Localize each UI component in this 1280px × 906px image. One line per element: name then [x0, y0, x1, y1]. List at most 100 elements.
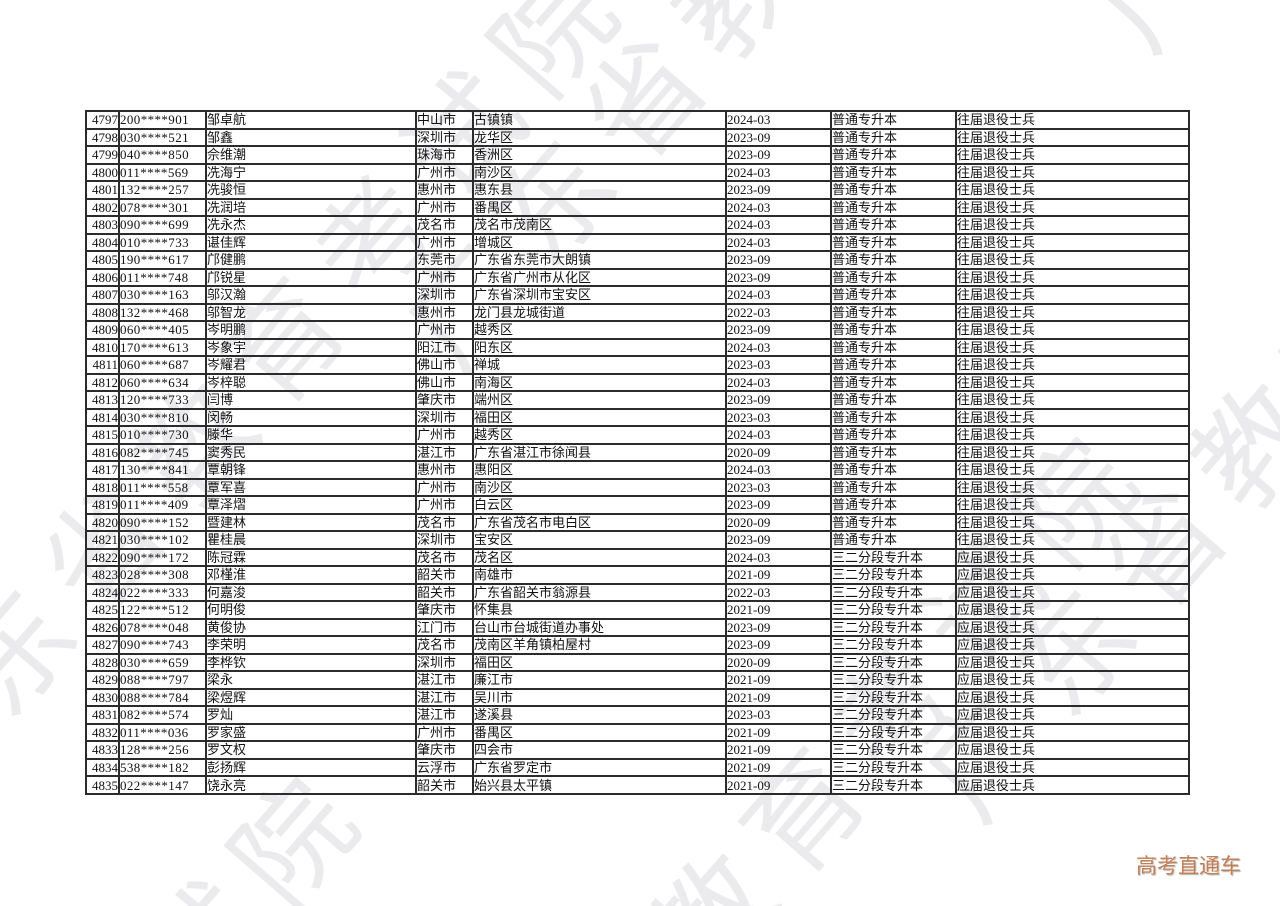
- cell-city: 惠州市: [415, 180, 474, 200]
- cell-enlist-date: 2023-03: [725, 477, 832, 497]
- table-row: 4807 030****163 邬汉瀚 深圳市 广东省深圳市宝安区 2024-03 普通专升…: [85, 285, 1190, 305]
- cell-veteran-type: 往届退役士兵: [955, 442, 1190, 462]
- cell-name: 罗文权: [205, 740, 417, 760]
- cell-veteran-type: 应届退役士兵: [955, 547, 1190, 567]
- cell-city: 惠州市: [415, 460, 474, 480]
- cell-program-type: 三二分段专升本: [830, 617, 957, 637]
- cell-veteran-type: 往届退役士兵: [955, 302, 1190, 322]
- cell-city: 韶关市: [415, 775, 474, 795]
- cell-row-number: 4807: [85, 285, 120, 305]
- cell-exam-id: 030****659: [118, 652, 207, 672]
- cell-name: 邓槿淮: [205, 565, 417, 585]
- cell-row-number: 4829: [85, 670, 120, 690]
- cell-city: 韶关市: [415, 565, 474, 585]
- cell-enlist-date: 2023-09: [725, 530, 832, 550]
- cell-row-number: 4819: [85, 495, 120, 515]
- cell-row-number: 4818: [85, 477, 120, 497]
- cell-veteran-type: 往届退役士兵: [955, 267, 1190, 287]
- cell-program-type: 三二分段专升本: [830, 705, 957, 725]
- table-row: 4833 128****256 罗文权 肇庆市 四会市 2021-09 三二分段专升本 应届退…: [85, 740, 1190, 760]
- cell-enlist-date: 2024-03: [725, 547, 832, 567]
- cell-city: 肇庆市: [415, 600, 474, 620]
- cell-veteran-type: 往届退役士兵: [955, 232, 1190, 252]
- table-row: 4825 122****512 何明俊 肇庆市 怀集县 2021-09 三二分段专升本 应届退…: [85, 600, 1190, 620]
- table-row: 4803 090****699 冼永杰 茂名市 茂名市茂南区 2024-03 普通专升本 往届…: [85, 215, 1190, 235]
- cell-exam-id: 088****797: [118, 670, 207, 690]
- table-row: 4828 030****659 李桦钦 深圳市 福田区 2020-09 三二分段专升本 应届退…: [85, 652, 1190, 672]
- table-row: 4798 030****521 邹鑫 深圳市 龙华区 2023-09 普通专升本 往届退役士兵: [85, 127, 1190, 147]
- cell-district: 茂名区: [472, 547, 727, 567]
- cell-veteran-type: 应届退役士兵: [955, 600, 1190, 620]
- cell-city: 广州市: [415, 495, 474, 515]
- cell-program-type: 三二分段专升本: [830, 600, 957, 620]
- cell-exam-id: 030****521: [118, 127, 207, 147]
- cell-program-type: 普通专升本: [830, 267, 957, 287]
- cell-program-type: 普通专升本: [830, 110, 957, 130]
- table-row: 4809 060****405 岑明鹏 广州市 越秀区 2023-09 普通专升本 往届退役士…: [85, 320, 1190, 340]
- cell-exam-id: 122****512: [118, 600, 207, 620]
- cell-enlist-date: 2024-03: [725, 232, 832, 252]
- cell-row-number: 4815: [85, 425, 120, 445]
- cell-program-type: 三二分段专升本: [830, 582, 957, 602]
- cell-district: 阳东区: [472, 337, 727, 357]
- cell-name: 瞿桂晨: [205, 530, 417, 550]
- cell-district: 南海区: [472, 372, 727, 392]
- cell-enlist-date: 2024-03: [725, 162, 832, 182]
- cell-city: 茂名市: [415, 512, 474, 532]
- cell-exam-id: 011****569: [118, 162, 207, 182]
- cell-enlist-date: 2021-09: [725, 600, 832, 620]
- cell-city: 肇庆市: [415, 740, 474, 760]
- cell-enlist-date: 2022-03: [725, 582, 832, 602]
- cell-program-type: 三二分段专升本: [830, 547, 957, 567]
- cell-program-type: 普通专升本: [830, 372, 957, 392]
- table-row: 4820 090****152 暨建林 茂名市 广东省茂名市电白区 2020-09 普通专升…: [85, 512, 1190, 532]
- cell-program-type: 三二分段专升本: [830, 687, 957, 707]
- cell-exam-id: 011****409: [118, 495, 207, 515]
- cell-exam-id: 090****699: [118, 215, 207, 235]
- cell-exam-id: 090****152: [118, 512, 207, 532]
- cell-enlist-date: 2021-09: [725, 775, 832, 795]
- cell-enlist-date: 2024-03: [725, 337, 832, 357]
- cell-veteran-type: 往届退役士兵: [955, 250, 1190, 270]
- cell-row-number: 4820: [85, 512, 120, 532]
- cell-name: 邬汉瀚: [205, 285, 417, 305]
- cell-name: 岑象宇: [205, 337, 417, 357]
- cell-district: 禅城: [472, 355, 727, 375]
- table-row: 4799 040****850 佘维潮 珠海市 香洲区 2023-09 普通专升本 往届退役士…: [85, 145, 1190, 165]
- cell-exam-id: 010****733: [118, 232, 207, 252]
- cell-district: 广东省湛江市徐闻县: [472, 442, 727, 462]
- cell-program-type: 三二分段专升本: [830, 635, 957, 655]
- cell-name: 闫博: [205, 390, 417, 410]
- cell-exam-id: 078****301: [118, 197, 207, 217]
- cell-city: 深圳市: [415, 127, 474, 147]
- cell-program-type: 普通专升本: [830, 145, 957, 165]
- cell-enlist-date: 2024-03: [725, 215, 832, 235]
- cell-enlist-date: 2023-09: [725, 180, 832, 200]
- cell-program-type: 三二分段专升本: [830, 670, 957, 690]
- cell-district: 怀集县: [472, 600, 727, 620]
- cell-row-number: 4828: [85, 652, 120, 672]
- cell-city: 深圳市: [415, 285, 474, 305]
- cell-veteran-type: 往届退役士兵: [955, 495, 1190, 515]
- cell-name: 何明俊: [205, 600, 417, 620]
- cell-exam-id: 090****743: [118, 635, 207, 655]
- cell-enlist-date: 2024-03: [725, 460, 832, 480]
- cell-city: 江门市: [415, 617, 474, 637]
- cell-veteran-type: 应届退役士兵: [955, 740, 1190, 760]
- cell-city: 佛山市: [415, 372, 474, 392]
- cell-row-number: 4808: [85, 302, 120, 322]
- cell-enlist-date: 2023-09: [725, 127, 832, 147]
- cell-exam-id: 078****048: [118, 617, 207, 637]
- cell-enlist-date: 2024-03: [725, 372, 832, 392]
- cell-program-type: 普通专升本: [830, 355, 957, 375]
- cell-name: 冼海宁: [205, 162, 417, 182]
- cell-city: 深圳市: [415, 530, 474, 550]
- cell-enlist-date: 2023-03: [725, 407, 832, 427]
- cell-district: 古镇镇: [472, 110, 727, 130]
- cell-row-number: 4834: [85, 757, 120, 777]
- cell-veteran-type: 应届退役士兵: [955, 687, 1190, 707]
- cell-row-number: 4806: [85, 267, 120, 287]
- cell-name: 暨建林: [205, 512, 417, 532]
- cell-city: 湛江市: [415, 442, 474, 462]
- cell-program-type: 普通专升本: [830, 250, 957, 270]
